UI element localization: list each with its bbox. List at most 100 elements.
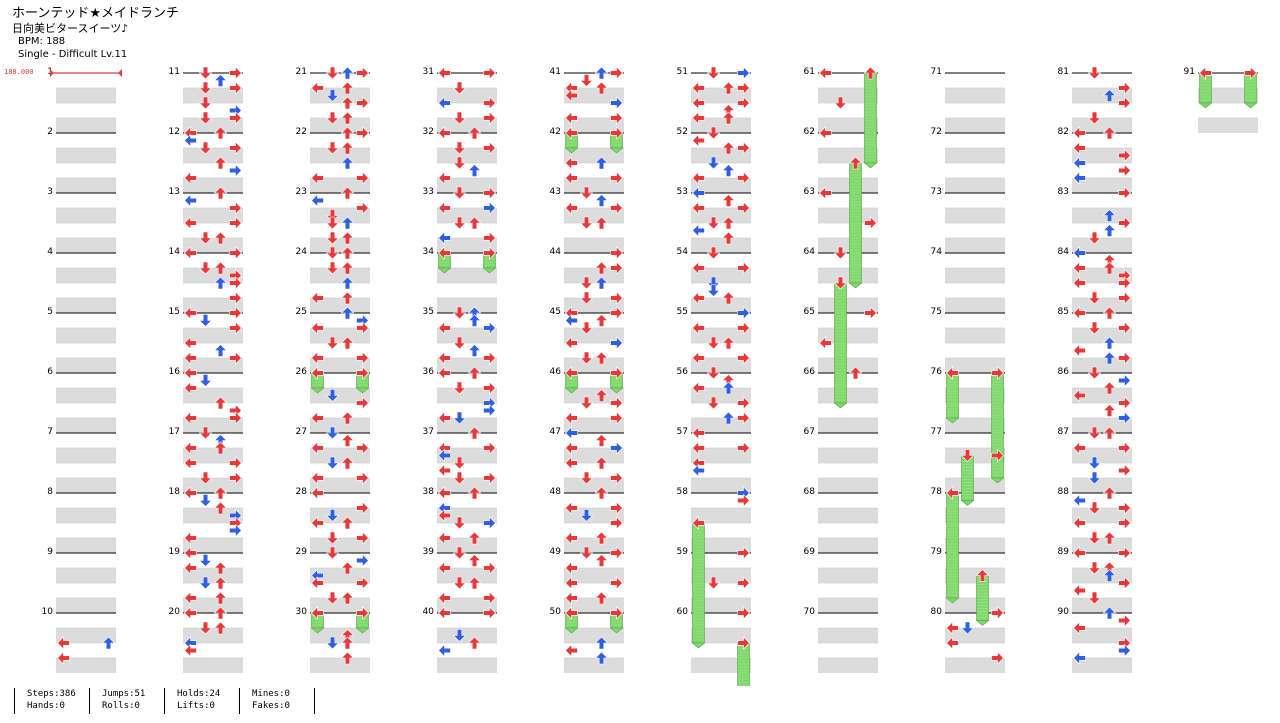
- note-up-arrow-icon: [340, 66, 355, 80]
- measure: 4: [47, 247, 116, 313]
- note-left-arrow-icon: [692, 223, 705, 238]
- note-down-arrow-icon: [579, 509, 594, 522]
- note-right-arrow-icon: [229, 201, 242, 215]
- beat-band: [183, 88, 243, 103]
- note-left-arrow-icon: [438, 643, 451, 658]
- measure: 66: [804, 367, 878, 433]
- note-up-arrow-icon: [467, 126, 482, 140]
- note-up-arrow-icon: [1102, 209, 1117, 222]
- note-down-arrow-icon: [198, 494, 213, 507]
- note-left-arrow-icon: [1073, 171, 1086, 185]
- note-right-arrow-icon: [737, 141, 750, 155]
- measure: 60: [677, 607, 751, 673]
- note-down-arrow-icon: [452, 576, 467, 590]
- beat-band: [437, 298, 497, 313]
- beat-band: [818, 418, 878, 433]
- note-down-arrow-icon: [1087, 321, 1102, 335]
- stat-rolls: Rolls:0: [102, 701, 140, 711]
- measure-number: 82: [1058, 127, 1069, 137]
- measure: 13: [169, 187, 243, 253]
- note-left-arrow-icon: [311, 576, 324, 590]
- note-down-arrow-icon: [325, 546, 340, 560]
- note-down-arrow-icon: [452, 471, 467, 485]
- measure-number: 76: [931, 367, 943, 377]
- note-down-arrow-icon: [706, 276, 721, 290]
- beat-band: [437, 508, 497, 523]
- measure-number: 60: [677, 607, 689, 617]
- measure: 79: [931, 547, 1005, 613]
- measure-number: 29: [296, 547, 308, 557]
- measure: 9: [47, 547, 116, 613]
- note-right-arrow-icon: [229, 81, 242, 95]
- measure-number: 48: [550, 487, 562, 497]
- note-down-arrow-icon: [706, 216, 721, 230]
- note-up-arrow-icon: [340, 636, 355, 650]
- measure-number: 74: [931, 247, 943, 257]
- note-up-arrow-icon: [721, 81, 736, 95]
- measure: 14: [169, 247, 243, 313]
- note-up-arrow-icon: [594, 216, 609, 230]
- note-right-arrow-icon: [1118, 81, 1131, 95]
- note-left-arrow-icon: [1073, 516, 1086, 530]
- beat-band: [945, 478, 1005, 493]
- note-down-arrow-icon: [706, 126, 721, 140]
- note-down-arrow-icon: [706, 246, 721, 260]
- stats-mines-fakes: Mines:0 Fakes:0: [239, 688, 315, 714]
- hold-tail: [1243, 102, 1258, 109]
- note-left-arrow-icon: [1073, 493, 1086, 508]
- note-down-arrow-icon: [325, 261, 340, 275]
- hold-head-left-arrow-icon: [692, 516, 705, 530]
- note-up-arrow-icon: [467, 576, 482, 590]
- measure: 75: [931, 307, 1005, 373]
- song-bpm: BPM: 188: [18, 36, 66, 47]
- beat-band: [1072, 448, 1132, 463]
- beat-band: [56, 238, 116, 253]
- note-right-arrow-icon: [610, 291, 623, 305]
- note-left-arrow-icon: [1073, 126, 1086, 140]
- note-right-arrow-icon: [610, 396, 623, 410]
- measure-number: 27: [296, 427, 307, 437]
- note-up-arrow-icon: [1102, 606, 1117, 620]
- measure-number: 81: [1058, 67, 1069, 77]
- note-up-arrow-icon: [340, 246, 355, 260]
- note-right-arrow-icon: [864, 216, 877, 230]
- hold-body: [976, 575, 989, 621]
- note-left-arrow-icon: [311, 81, 324, 95]
- beat-band: [818, 448, 878, 463]
- beat-band: [564, 178, 624, 193]
- note-down-arrow-icon: [452, 186, 467, 200]
- note-right-arrow-icon: [1118, 291, 1131, 305]
- beat-band: [1072, 268, 1132, 283]
- beat-band: [691, 358, 751, 373]
- note-up-arrow-icon: [1102, 89, 1117, 102]
- hold-tail: [564, 387, 579, 394]
- note-right-arrow-icon: [356, 441, 369, 455]
- measure: 81: [1058, 67, 1132, 133]
- note-up-arrow-icon: [1102, 486, 1117, 500]
- measure: 29: [296, 547, 370, 613]
- note-up-arrow-icon: [848, 366, 863, 380]
- beat-band: [56, 358, 116, 373]
- beat-band: [564, 268, 624, 283]
- note-up-arrow-icon: [1102, 531, 1117, 545]
- hold-head-right-arrow-icon: [610, 126, 623, 140]
- beat-band: [56, 118, 116, 133]
- beat-band: [56, 598, 116, 613]
- note-left-arrow-icon: [1073, 276, 1086, 290]
- measure-number: 68: [804, 487, 816, 497]
- measure-number: 9: [47, 547, 53, 557]
- measure-number: 78: [931, 487, 943, 497]
- note-left-arrow-icon: [184, 546, 197, 560]
- note-up-arrow-icon: [213, 576, 228, 590]
- note-down-arrow-icon: [198, 576, 213, 590]
- note-down-arrow-icon: [706, 66, 721, 80]
- beat-band: [183, 298, 243, 313]
- note-right-arrow-icon: [991, 651, 1004, 665]
- note-up-arrow-icon: [594, 66, 609, 80]
- note-down-arrow-icon: [325, 141, 340, 155]
- hold-body: [991, 372, 1004, 479]
- note-right-arrow-icon: [356, 171, 369, 185]
- stat-hands: Hands:0: [27, 701, 65, 711]
- measure: 12: [169, 127, 243, 193]
- note-left-arrow-icon: [311, 486, 324, 500]
